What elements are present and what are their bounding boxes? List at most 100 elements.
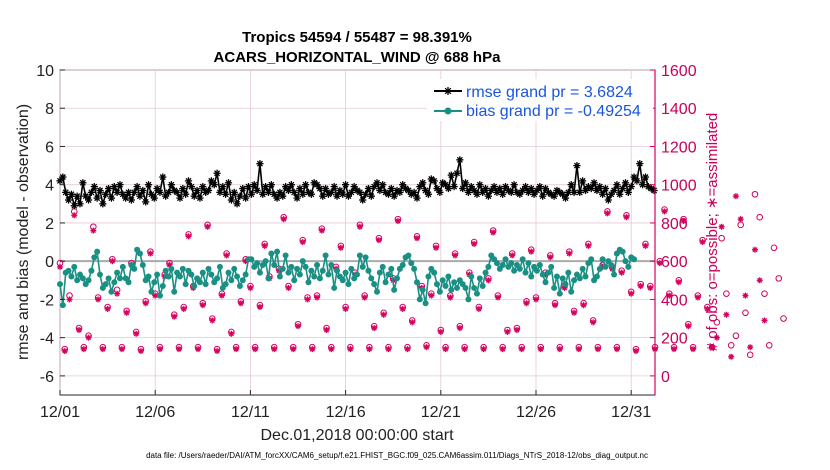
- obs-assimilated-point-stroke: [338, 245, 344, 251]
- obs-assimilated-point-stroke: [585, 243, 591, 249]
- rmse-point-stroke: [359, 196, 366, 204]
- obs-assimilated-point: [57, 263, 63, 270]
- obs-assimilated-point: [528, 248, 535, 255]
- rmse-point-stroke: [556, 189, 563, 196]
- rmse-point: [596, 183, 604, 191]
- obs-possible-point: [713, 319, 721, 326]
- bias-point: [622, 258, 629, 265]
- obs-assimilated-point-stroke: [238, 300, 244, 306]
- obs-assimilated-point-stroke: [623, 214, 630, 220]
- bias-point: [525, 260, 532, 267]
- obs-assimilated-point: [737, 216, 744, 223]
- rmse-point: [293, 194, 301, 202]
- obs-assimilated-point-stroke: [114, 291, 120, 297]
- rmse-point-stroke: [551, 193, 558, 200]
- y-right-tick-label: 1400: [661, 101, 697, 118]
- rmse-point-stroke: [74, 193, 81, 200]
- rmse-point: [284, 186, 293, 195]
- bias-point: [231, 265, 238, 272]
- obs-assimilated-point: [485, 277, 492, 284]
- rmse-point-stroke: [622, 179, 629, 186]
- bias-point: [314, 262, 321, 268]
- bias-point: [57, 281, 63, 288]
- obs-assimilated-point-stroke: [57, 264, 63, 270]
- rmse-point: [136, 192, 144, 200]
- legend-rmse-asterisk: [444, 87, 452, 95]
- rmse-point: [336, 186, 344, 195]
- rmse-point: [521, 183, 530, 191]
- rmse-point-stroke: [425, 191, 432, 198]
- rmse-point: [184, 177, 193, 185]
- rmse-point-stroke: [211, 181, 218, 188]
- obs-assimilated-point: [323, 327, 330, 333]
- obs-assimilated-point-stroke: [147, 250, 154, 257]
- bias-point: [342, 269, 349, 276]
- rmse-point-stroke: [345, 193, 352, 200]
- rmse-point-stroke: [268, 181, 275, 188]
- rmse-point: [559, 190, 567, 198]
- obs-assimilated-point: [147, 250, 154, 257]
- rmse-point: [113, 188, 121, 196]
- obs-assimilated-point-stroke: [285, 285, 292, 291]
- rmse-point-stroke: [456, 156, 463, 163]
- rmse-point: [367, 192, 375, 200]
- obs-assimilated-point: [761, 317, 768, 324]
- rmse-series: [56, 156, 658, 210]
- obs-assimilated-point-stroke: [657, 260, 663, 266]
- obs-assimilated-point: [556, 346, 563, 353]
- rmse-point: [122, 194, 130, 202]
- rmse-point-stroke: [374, 179, 381, 186]
- rmse-point-stroke: [553, 187, 560, 194]
- chart-title: Tropics 54594 / 55487 = 98.391%: [242, 29, 472, 46]
- bias-point: [136, 250, 143, 257]
- x-axis-ticks: 12/01 12/06 12/11 12/16 12/21 12/26 12/31: [40, 390, 651, 421]
- bias-point: [462, 284, 469, 291]
- obs-assimilated-point: [494, 294, 501, 301]
- rmse-point: [253, 186, 261, 195]
- rmse-point-stroke: [613, 181, 620, 188]
- bias-point: [551, 284, 558, 291]
- rmse-point: [533, 186, 541, 195]
- obs-assimilated-point: [228, 330, 235, 337]
- bias-point: [448, 286, 455, 293]
- rmse-point: [247, 190, 255, 198]
- legend-rmse-marker: [444, 87, 452, 95]
- obs-assimilated-point: [71, 212, 78, 219]
- rmse-point-stroke: [599, 191, 606, 198]
- rmse-point: [590, 179, 598, 187]
- rmse-point: [64, 196, 73, 204]
- obs-assimilated-point: [632, 348, 639, 355]
- obs-assimilated-point-stroke: [109, 258, 115, 264]
- obs-assimilated-point-stroke: [523, 300, 530, 306]
- obs-assimilated-point-stroke: [214, 348, 220, 354]
- obs-assimilated-point: [356, 223, 363, 230]
- bias-point: [228, 277, 235, 284]
- obs-assimilated-point: [537, 346, 544, 353]
- rmse-point: [213, 169, 221, 177]
- rmse-point-stroke: [491, 183, 498, 190]
- bias-point: [88, 267, 95, 274]
- obs-assimilated-point: [585, 242, 592, 249]
- rmse-point: [404, 186, 413, 195]
- rmse-point-stroke: [279, 193, 286, 200]
- obs-assimilated-point-stroke: [438, 329, 444, 335]
- rmse-point-stroke: [413, 195, 421, 202]
- rmse-point-stroke: [391, 193, 398, 200]
- rmse-point-stroke: [248, 191, 255, 198]
- obs-assimilated-point: [223, 252, 230, 259]
- y-right-tick-label: 800: [661, 216, 688, 233]
- obs-assimilated-point-stroke: [471, 241, 477, 247]
- y-tick-label: 8: [45, 101, 54, 118]
- obs-assimilated-point: [261, 242, 268, 249]
- obs-assimilated-point: [237, 300, 244, 307]
- rmse-point: [636, 160, 644, 168]
- rmse-point-stroke: [485, 193, 492, 200]
- rmse-point-stroke: [245, 183, 252, 190]
- rmse-point-stroke: [236, 193, 243, 200]
- rmse-point-stroke: [354, 187, 361, 194]
- obs-assimilated-point: [547, 254, 554, 261]
- rmse-point: [239, 184, 247, 193]
- rmse-point-stroke: [571, 189, 578, 196]
- rmse-point: [459, 184, 467, 193]
- obs-assimilated-point-stroke: [233, 346, 239, 352]
